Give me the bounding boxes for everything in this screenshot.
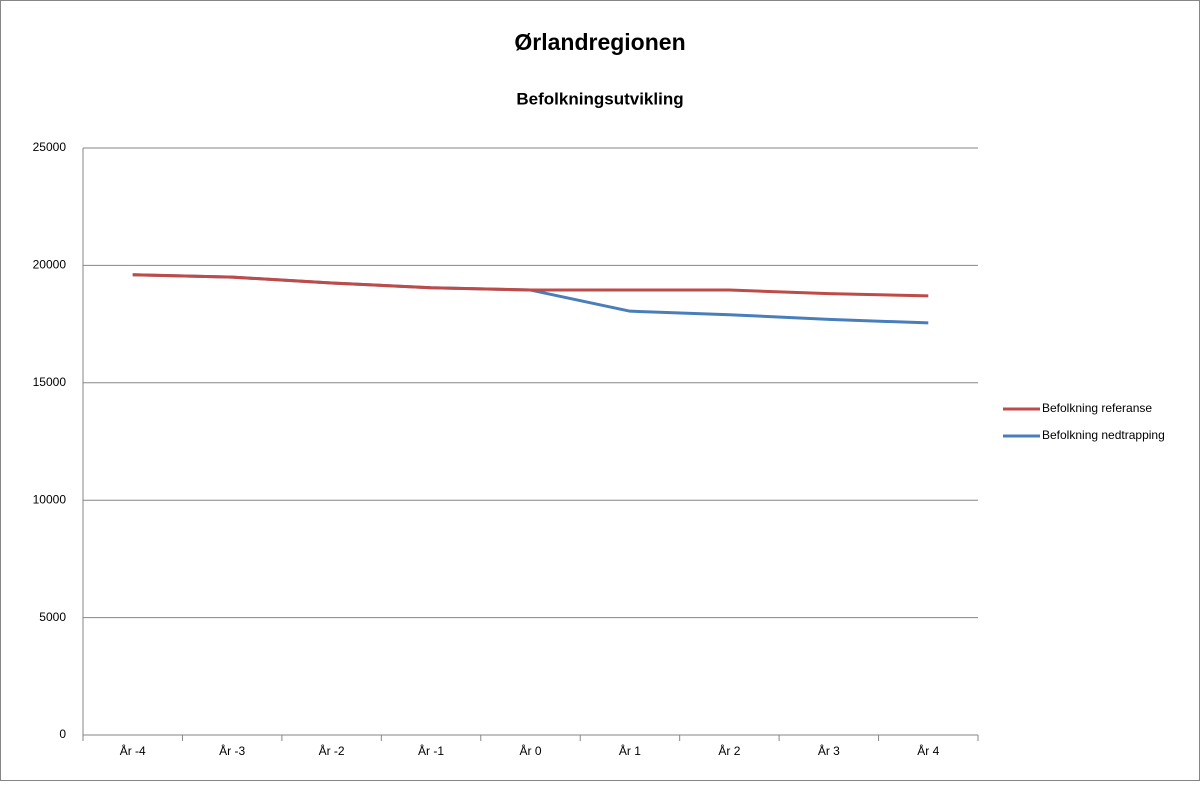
chart-subtitle: Befolkningsutvikling	[516, 89, 683, 108]
y-tick-label: 25000	[33, 140, 67, 154]
x-tick-label: År -2	[319, 743, 345, 758]
x-tick-label: År -4	[120, 743, 146, 758]
y-tick-label: 0	[59, 727, 66, 741]
x-tick-label: År -3	[219, 743, 245, 758]
legend-label: Befolkning nedtrapping	[1042, 428, 1165, 442]
y-tick-label: 10000	[33, 492, 67, 506]
y-tick-label: 5000	[39, 610, 66, 624]
y-tick-label: 20000	[33, 258, 67, 272]
x-tick-label: År 0	[519, 743, 541, 758]
series-line	[132, 273, 929, 298]
chart-title: Ørlandregionen	[514, 29, 685, 55]
x-tick-label: År 3	[818, 743, 840, 758]
legend-label: Befolkning referanse	[1042, 401, 1152, 415]
x-tick-label: År 1	[619, 743, 641, 758]
x-tick-label: År -1	[418, 743, 444, 758]
x-tick-label: År 2	[718, 743, 740, 758]
y-tick-label: 15000	[33, 375, 67, 389]
x-tick-label: År 4	[917, 743, 939, 758]
